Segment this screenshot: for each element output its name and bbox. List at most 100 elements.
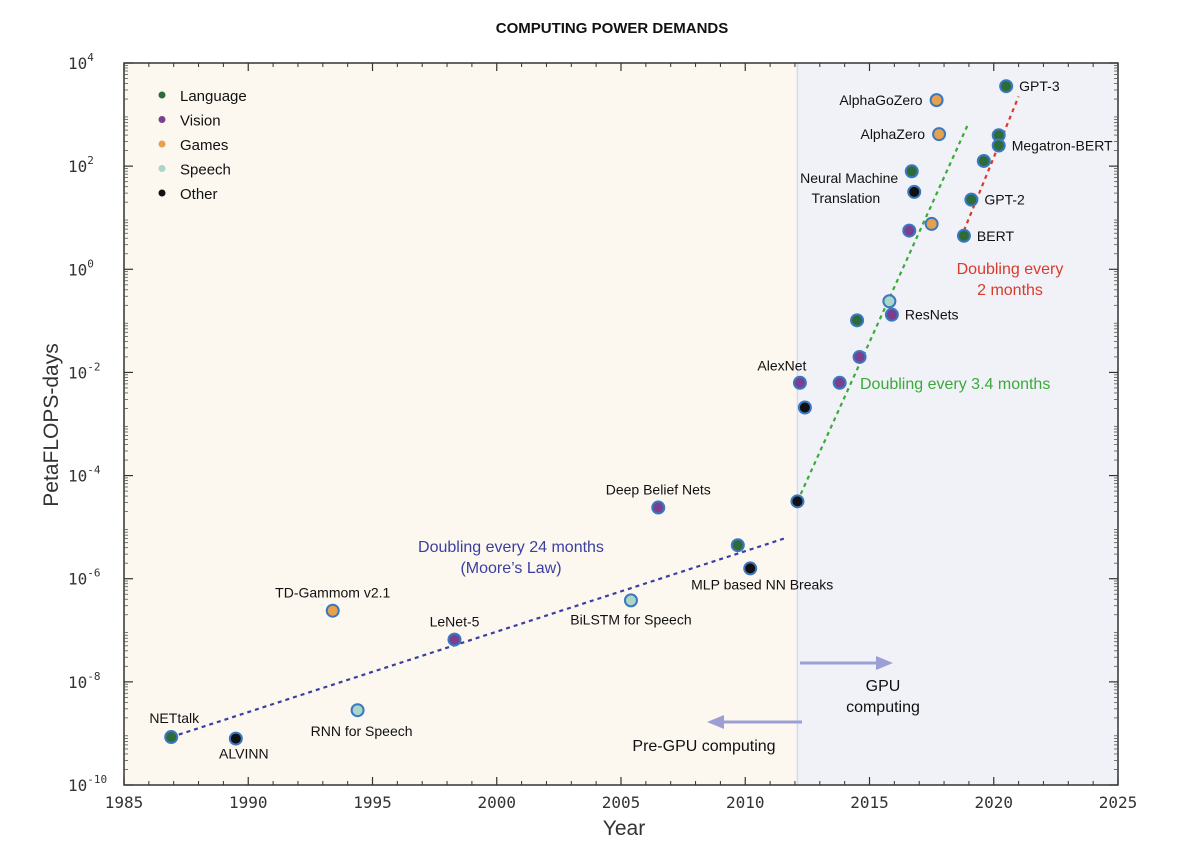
- region-arrows: [707, 656, 893, 729]
- gpu-label: computing: [846, 699, 920, 716]
- point-label: Megatron-BERT: [1012, 138, 1113, 154]
- region-labels: GPU computing Pre-GPU computing: [632, 678, 920, 755]
- data-point: [852, 349, 867, 364]
- trend-labels: Doubling every 24 months (Moore’s Law) Dou…: [418, 261, 1063, 577]
- gpu-arrow-head: [876, 656, 893, 670]
- legend-label: Games: [180, 137, 228, 154]
- data-point: [651, 500, 666, 515]
- pre-gpu-arrow-head: [707, 715, 724, 729]
- y-tick-exponent: -4: [87, 464, 101, 477]
- data-point: [447, 632, 462, 647]
- gpu-label: GPU: [866, 678, 901, 695]
- trend-label: 2 months: [977, 282, 1043, 299]
- x-tick-label: 1995: [353, 793, 392, 812]
- data-point: [790, 494, 805, 509]
- legend-label: Vision: [180, 113, 221, 130]
- point-label: Translation: [811, 190, 880, 206]
- data-point: [904, 164, 919, 179]
- gpu-region: [797, 63, 1118, 785]
- point-label: BERT: [977, 228, 1015, 244]
- data-point: [964, 192, 979, 207]
- point-label: NETtalk: [149, 710, 200, 726]
- y-tick-label: 10-2: [68, 360, 101, 382]
- data-point: [623, 593, 638, 608]
- data-point: [730, 538, 745, 553]
- y-tick-label: 10-10: [68, 773, 107, 795]
- data-point: [956, 228, 971, 243]
- x-tick-label: 2020: [974, 793, 1013, 812]
- point-label: MLP based NN Breaks: [691, 576, 833, 592]
- y-tick-label: 104: [68, 51, 94, 73]
- legend-swatch: [158, 116, 166, 123]
- legend-swatch: [158, 91, 166, 99]
- trend-label: Doubling every: [957, 261, 1064, 278]
- data-point: [976, 153, 991, 168]
- legend-label: Speech: [180, 162, 231, 179]
- data-point: [999, 79, 1014, 94]
- chart-title: COMPUTING POWER DEMANDS: [496, 20, 729, 37]
- y-tick-label: 102: [68, 154, 94, 176]
- trend-label: Doubling every 3.4 months: [860, 376, 1050, 393]
- data-points: [164, 79, 1014, 746]
- x-axis: 1985 1990 1995 2000 2005 2010 2015 2020 2025: [105, 63, 1137, 812]
- data-point: [850, 313, 865, 328]
- y-tick-label: 10-6: [68, 567, 101, 589]
- data-point: [884, 307, 899, 322]
- y-tick-exponent: 0: [87, 257, 94, 270]
- data-point: [907, 184, 922, 199]
- legend-swatch: [158, 189, 166, 197]
- x-tick-label: 2010: [726, 793, 765, 812]
- x-tick-label: 1985: [105, 793, 144, 812]
- data-point: [325, 603, 340, 618]
- point-label: ResNets: [905, 307, 959, 323]
- point-label: BiLSTM for Speech: [570, 611, 691, 627]
- point-label: AlphaGoZero: [839, 92, 922, 108]
- data-point: [924, 216, 939, 231]
- point-label: GPT-2: [984, 192, 1025, 208]
- point-labels: NETtalk ALVINN TD-Gammom v2.1 RNN for Speec…: [149, 78, 1113, 761]
- point-label: RNN for Speech: [311, 723, 413, 739]
- y-tick-exponent: -10: [87, 773, 107, 786]
- data-point: [882, 294, 897, 309]
- point-label: TD-Gammom v2.1: [275, 585, 390, 601]
- point-label: Neural Machine: [800, 170, 898, 186]
- data-point: [991, 138, 1006, 153]
- data-point: [832, 375, 847, 390]
- trend-lines: [170, 96, 1020, 739]
- trend-line: [170, 536, 788, 739]
- trend-label: (Moore’s Law): [460, 560, 561, 577]
- x-tick-label: 2005: [602, 793, 641, 812]
- regions: [124, 63, 1118, 785]
- legend-label: Language: [180, 88, 247, 105]
- y-tick-exponent: -6: [87, 567, 100, 580]
- y-tick-exponent: -2: [87, 360, 100, 373]
- data-point: [228, 731, 243, 746]
- point-label: AlphaZero: [860, 126, 925, 142]
- legend: Language Vision Games Speech Other: [158, 88, 247, 203]
- legend-label: Other: [180, 186, 218, 203]
- x-tick-label: 2015: [850, 793, 889, 812]
- data-point: [797, 400, 812, 415]
- legend-swatch: [158, 165, 166, 172]
- data-point: [350, 703, 365, 718]
- y-tick-label: 100: [68, 257, 94, 279]
- y-tick-label: 10-4: [68, 464, 101, 486]
- y-tick-exponent: -8: [87, 670, 100, 683]
- point-label: Deep Belief Nets: [606, 482, 711, 498]
- point-label: LeNet-5: [430, 614, 480, 630]
- point-label: ALVINN: [219, 746, 269, 762]
- data-point: [743, 561, 758, 576]
- x-tick-label: 1990: [229, 793, 268, 812]
- trend-line: [796, 121, 970, 502]
- data-point: [902, 223, 917, 238]
- pre-gpu-region: [124, 63, 798, 785]
- point-label: AlexNet: [757, 358, 806, 374]
- y-axis-label: PetaFLOPS-days: [40, 343, 63, 506]
- pre-gpu-label: Pre-GPU computing: [632, 738, 775, 755]
- trend-label: Doubling every 24 months: [418, 539, 604, 556]
- legend-swatch: [158, 140, 166, 148]
- y-tick-exponent: 4: [87, 51, 94, 64]
- y-tick-label: 10-8: [68, 670, 101, 692]
- data-point: [932, 127, 947, 142]
